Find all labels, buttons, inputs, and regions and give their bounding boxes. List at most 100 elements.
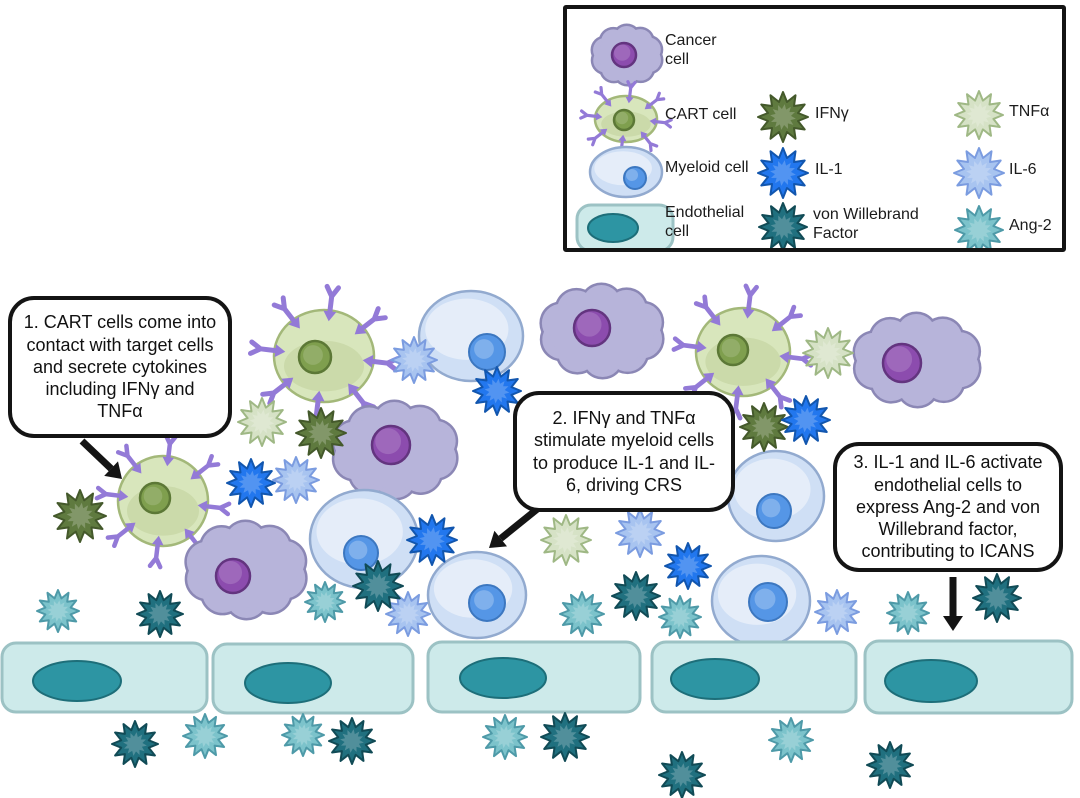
cytokine-ang2-icon — [886, 591, 930, 635]
car-receptor-icon — [360, 306, 388, 331]
car-receptor-icon — [693, 294, 717, 321]
cytokine-il6-icon — [390, 336, 438, 384]
cytokine-vwf-icon — [328, 717, 376, 765]
cytokine-vwf-icon — [758, 202, 808, 248]
car-receptor-icon — [648, 91, 666, 107]
cytokine-il1-icon — [781, 395, 831, 445]
cytokine-il1-icon — [757, 147, 809, 199]
myeloid-cell — [588, 145, 664, 199]
legend-label-cancer-cell: Cancer cell — [665, 32, 717, 68]
legend-label-ang2: Ang-2 — [1009, 216, 1052, 234]
cancer-cell — [590, 23, 664, 87]
cancer-cell — [184, 519, 308, 621]
cytokine-tnfa-icon — [237, 397, 287, 447]
car-receptor-icon — [642, 134, 659, 152]
cytokine-ang2-icon — [954, 205, 1004, 248]
cytokine-il1-icon — [406, 514, 458, 566]
endothelial-cell — [426, 640, 642, 714]
legend-box: Cancer cell CART cell Myeloid cell Endot… — [563, 5, 1066, 252]
legend-label-von-willebrand-factor: von Willebrand Factor — [813, 206, 919, 242]
cytokine-ang2-icon — [281, 713, 325, 757]
car-receptor-icon — [743, 283, 759, 312]
cytokine-ifng-icon — [53, 489, 107, 543]
car-receptor-icon — [147, 542, 163, 570]
car-receptor-icon — [769, 383, 793, 410]
car-receptor-icon — [626, 80, 637, 99]
cytokine-vwf-icon — [136, 590, 184, 638]
endothelial-cell — [650, 640, 858, 714]
cancer-cell — [331, 399, 459, 501]
cytokine-vwf-icon — [611, 571, 661, 621]
legend-label-myeloid-cell: Myeloid cell — [665, 158, 749, 176]
cytokine-ang2-icon — [36, 589, 80, 633]
car-receptor-icon — [105, 525, 131, 549]
car-receptor-icon — [163, 432, 179, 460]
callout-step-3: 3. IL-1 and IL-6 activate endothelial ce… — [833, 442, 1063, 572]
arrow-icon — [79, 438, 122, 479]
cytokine-ang2-icon — [482, 714, 528, 760]
legend-label-il6: IL-6 — [1009, 160, 1037, 178]
car-receptor-icon — [260, 381, 288, 406]
legend-label-ifng: IFNγ — [815, 104, 849, 122]
endothelial-cell — [211, 642, 415, 715]
cancer-cell — [539, 282, 665, 380]
myeloid-cell — [710, 554, 812, 648]
cytokine-ang2-icon — [182, 713, 228, 759]
cart-cell — [94, 432, 232, 570]
myeloid-cell — [726, 449, 826, 543]
cytokine-tnfa-icon — [954, 90, 1004, 140]
cytokine-tnfa-icon — [802, 327, 854, 379]
cytokine-vwf-icon — [540, 712, 590, 762]
car-receptor-icon — [115, 443, 139, 469]
car-receptor-icon — [271, 295, 297, 324]
legend-label-endothelial-cell: Endothelial cell — [665, 204, 745, 240]
car-receptor-icon — [324, 283, 341, 314]
callout-step-2: 2. IFNγ and TNFα stimulate myeloid cells… — [513, 391, 735, 512]
callout-step-1: 1. CART cells come into contact with tar… — [8, 296, 232, 438]
car-receptor-icon — [593, 86, 610, 104]
car-receptor-icon — [94, 485, 122, 501]
cytokine-vwf-icon — [111, 720, 159, 768]
cytokine-vwf-icon — [866, 741, 914, 789]
car-receptor-icon — [586, 131, 604, 147]
cytokine-tnfa-icon — [540, 514, 592, 566]
cancer-cell — [852, 311, 982, 409]
cytokine-ang2-icon — [559, 591, 605, 637]
cart-cell — [671, 283, 815, 421]
cytokine-ifng-icon — [739, 402, 789, 452]
cytokine-ang2-icon — [304, 581, 346, 623]
legend-label-il1: IL-1 — [815, 160, 843, 178]
cytokine-il1-icon — [472, 366, 522, 416]
myeloid-cell — [426, 550, 528, 640]
myeloid-cell — [308, 488, 420, 590]
endothelial-cell — [0, 641, 209, 714]
cytokine-il6-icon — [814, 589, 860, 635]
cytokine-il6-icon — [272, 456, 320, 504]
car-receptor-icon — [671, 336, 700, 352]
cytokine-ang2-icon — [658, 595, 702, 639]
cytokine-vwf-icon — [972, 573, 1022, 623]
cytokine-il6-icon — [385, 591, 431, 637]
cytokine-ang2-icon — [768, 717, 814, 763]
legend-label-cart-cell: CART cell — [665, 105, 737, 123]
car-receptor-icon — [776, 304, 803, 328]
cytokine-il6-icon — [953, 147, 1005, 199]
car-receptor-icon — [204, 501, 232, 517]
cytokine-vwf-icon — [658, 751, 706, 798]
cytokine-il1-icon — [226, 458, 276, 508]
car-receptor-icon — [654, 118, 673, 129]
arrow-icon — [943, 577, 963, 631]
car-receptor-icon — [195, 453, 221, 477]
endothelial-cell — [575, 203, 675, 248]
cytokine-il6-icon — [615, 508, 665, 558]
car-receptor-icon — [248, 339, 278, 356]
cytokine-ifng-icon — [295, 407, 347, 459]
myeloid-cell — [417, 289, 525, 383]
legend-icons-svg — [575, 23, 1005, 248]
cytokine-il1-icon — [664, 542, 712, 590]
legend-label-tnfa: TNFα — [1009, 102, 1050, 120]
car-receptor-icon — [579, 109, 598, 120]
cytokine-vwf-icon — [352, 560, 404, 612]
